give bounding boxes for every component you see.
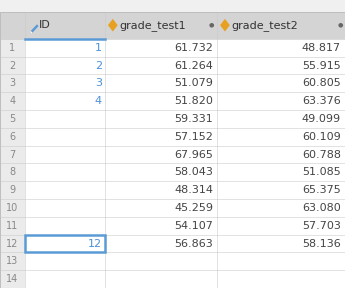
Bar	[217, 12, 345, 39]
Bar	[0, 12, 25, 39]
Text: grade_test1: grade_test1	[120, 20, 186, 31]
Text: 51.079: 51.079	[174, 78, 213, 88]
Text: 63.080: 63.080	[302, 203, 341, 213]
Bar	[0, 110, 25, 128]
Bar	[0, 217, 25, 235]
Text: 51.820: 51.820	[174, 96, 213, 106]
Text: 4: 4	[95, 96, 102, 106]
Text: 60.788: 60.788	[302, 149, 341, 160]
Text: 60.109: 60.109	[302, 132, 341, 142]
Bar	[0, 75, 25, 92]
Text: 14: 14	[6, 274, 19, 284]
Bar	[0, 164, 25, 181]
Bar	[25, 270, 345, 288]
Bar	[25, 75, 345, 92]
Text: 11: 11	[6, 221, 19, 231]
Bar	[25, 252, 345, 270]
Text: 2: 2	[9, 60, 16, 71]
Text: 10: 10	[6, 203, 19, 213]
Bar	[25, 146, 345, 164]
Text: 8: 8	[9, 167, 16, 177]
Text: 4: 4	[9, 96, 16, 106]
Polygon shape	[108, 19, 118, 32]
Bar	[0, 199, 25, 217]
Text: 2: 2	[95, 60, 102, 71]
Bar	[25, 181, 345, 199]
Text: 55.915: 55.915	[302, 60, 341, 71]
Bar	[25, 235, 105, 252]
Text: 63.376: 63.376	[302, 96, 341, 106]
Text: 49.099: 49.099	[302, 114, 341, 124]
Text: 65.375: 65.375	[302, 185, 341, 195]
Text: 60.805: 60.805	[302, 78, 341, 88]
Text: 1: 1	[95, 43, 102, 53]
Bar	[25, 110, 345, 128]
Bar	[0, 57, 25, 75]
Text: 58.136: 58.136	[302, 238, 341, 249]
Bar	[0, 270, 25, 288]
Bar	[25, 199, 345, 217]
Bar	[0, 39, 25, 57]
Text: 57.152: 57.152	[174, 132, 213, 142]
Text: 48.817: 48.817	[302, 43, 341, 53]
Text: 45.259: 45.259	[174, 203, 213, 213]
Bar	[0, 92, 25, 110]
Bar	[0, 252, 25, 270]
Bar	[25, 39, 345, 57]
Text: 61.264: 61.264	[174, 60, 213, 71]
Text: 59.331: 59.331	[175, 114, 213, 124]
Bar	[0, 128, 25, 146]
Bar	[25, 164, 345, 181]
Text: 12: 12	[88, 238, 102, 249]
Bar	[25, 92, 345, 110]
Bar	[25, 12, 105, 39]
Text: 56.863: 56.863	[175, 238, 213, 249]
Bar	[0, 235, 25, 252]
Text: 48.314: 48.314	[174, 185, 213, 195]
Text: 1: 1	[9, 43, 16, 53]
Bar	[0, 181, 25, 199]
Bar	[105, 12, 217, 39]
Text: grade_test2: grade_test2	[232, 20, 298, 31]
Text: 51.085: 51.085	[302, 167, 341, 177]
Bar	[25, 57, 345, 75]
Text: 5: 5	[9, 114, 16, 124]
Bar	[25, 235, 345, 252]
Text: 6: 6	[9, 132, 16, 142]
Text: ●: ●	[208, 23, 214, 28]
Polygon shape	[31, 31, 32, 33]
Text: ●: ●	[338, 23, 344, 28]
Text: 57.703: 57.703	[302, 221, 341, 231]
Bar	[0, 146, 25, 164]
Polygon shape	[31, 24, 39, 33]
Text: 54.107: 54.107	[174, 221, 213, 231]
Text: 13: 13	[6, 256, 19, 266]
Polygon shape	[220, 19, 230, 32]
Text: 12: 12	[6, 238, 19, 249]
Bar	[25, 128, 345, 146]
Text: ID: ID	[39, 20, 50, 30]
Text: 58.043: 58.043	[174, 167, 213, 177]
Text: 67.965: 67.965	[174, 149, 213, 160]
Text: 9: 9	[9, 185, 16, 195]
Text: 61.732: 61.732	[174, 43, 213, 53]
Bar	[25, 217, 345, 235]
Bar	[0, 0, 345, 12]
Text: 3: 3	[9, 78, 16, 88]
Text: 7: 7	[9, 149, 16, 160]
Text: 3: 3	[95, 78, 102, 88]
